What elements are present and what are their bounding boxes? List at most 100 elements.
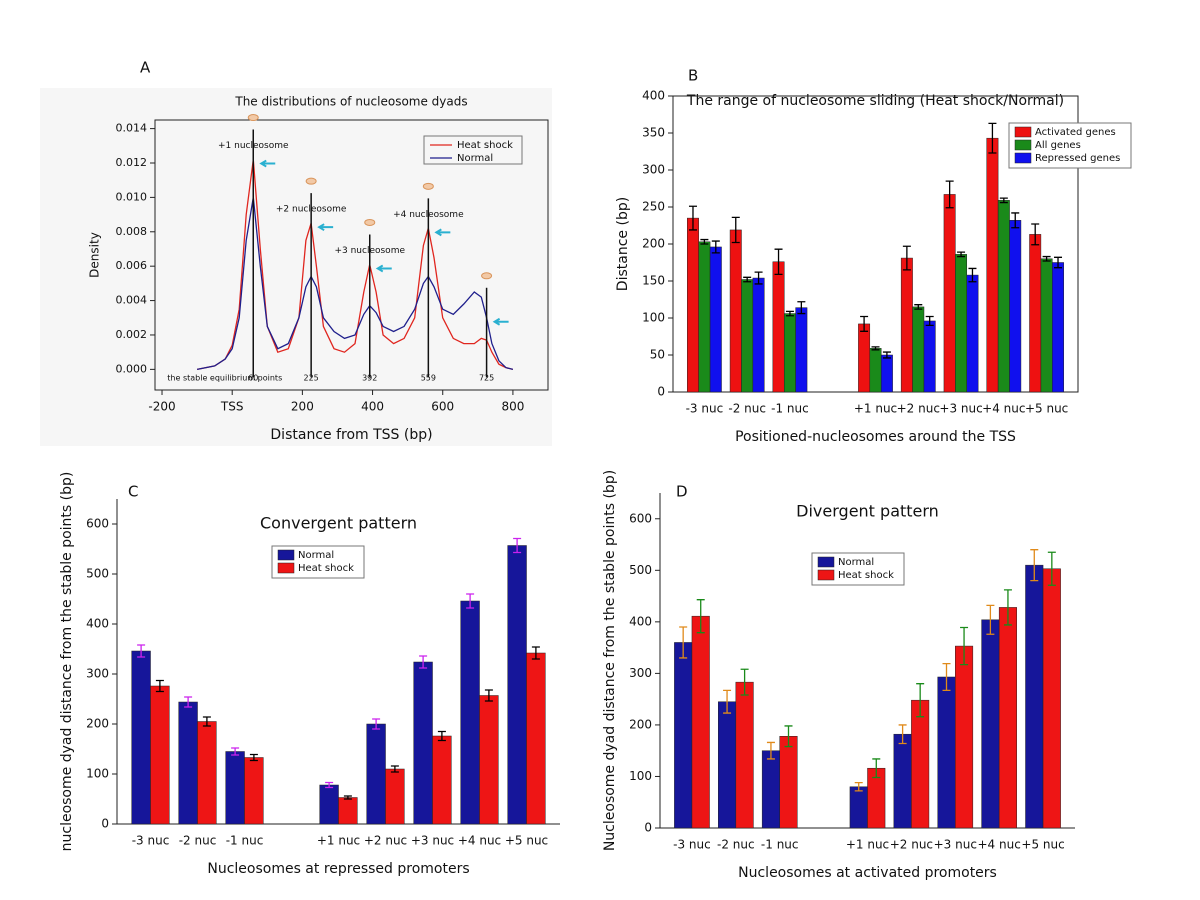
bar: [150, 685, 170, 825]
legend-label: Repressed genes: [1035, 153, 1120, 164]
y-axis-label: Nucleosome dyad distance from the stable…: [602, 470, 618, 851]
error-bar: [986, 604, 995, 635]
x-tick-label: 800: [501, 400, 524, 414]
y-tick-label: 100: [86, 767, 109, 781]
x-tick-label: 600: [431, 400, 454, 414]
error-bar: [968, 267, 977, 283]
bar: [197, 721, 217, 825]
density-line: [196, 197, 514, 371]
legend-swatch: [817, 569, 835, 581]
bar: [735, 681, 754, 829]
y-tick-label: 50: [650, 348, 665, 362]
x-tick-label: +1 nuc: [854, 402, 897, 416]
panel-letter: C: [128, 483, 138, 501]
error-bar: [957, 251, 966, 258]
y-tick-label: 400: [86, 617, 109, 631]
x-tick-label: +5 nuc: [1025, 402, 1068, 416]
bar: [981, 619, 1000, 829]
bar: [998, 607, 1017, 829]
error-bar: [871, 346, 880, 351]
bar: [1052, 262, 1064, 393]
error-bar: [1011, 212, 1020, 229]
y-axis-label: Distance (bp): [615, 197, 631, 291]
y-tick-label: 0.014: [116, 122, 148, 135]
nucleosome-icon: [481, 272, 493, 280]
error-bar: [914, 304, 923, 310]
x-tick-label: -1 nuc: [761, 838, 799, 852]
error-bar: [231, 747, 240, 756]
bar: [131, 650, 151, 825]
x-tick-label: 400: [361, 400, 384, 414]
chart-title: The distributions of nucleosome dyads: [234, 95, 467, 109]
bar: [709, 246, 722, 393]
error-bar: [184, 696, 193, 708]
error-bar: [723, 689, 732, 714]
error-bar: [1054, 256, 1063, 269]
error-bar: [925, 315, 934, 327]
error-bar: [1047, 551, 1056, 586]
x-tick-label: +1 nuc: [846, 838, 889, 852]
peak-annotation: +2 nucleosome: [276, 205, 347, 215]
bar: [783, 313, 796, 393]
nucleosome-icon: [422, 182, 434, 190]
x-tick-label: +1 nuc: [317, 834, 360, 848]
x-tick-label: -2 nuc: [717, 838, 755, 852]
error-bar: [785, 310, 794, 317]
error-bar: [942, 662, 951, 692]
y-tick-label: 0.010: [116, 190, 148, 203]
error-bar: [484, 689, 493, 702]
error-bar: [343, 795, 352, 800]
legend-swatch: [277, 549, 295, 561]
y-axis-label: nucleosome dyad distance from the stable…: [59, 472, 75, 852]
stable-point-label: 559: [421, 374, 436, 383]
nucleosome-icon: [247, 114, 259, 122]
y-tick-label: 400: [642, 89, 665, 103]
error-bar: [137, 644, 146, 658]
bar: [1009, 220, 1022, 393]
bar: [997, 200, 1010, 393]
bar: [937, 676, 956, 829]
error-bar: [1030, 549, 1039, 582]
bar: [432, 735, 452, 825]
x-tick-label: +4 nuc: [458, 834, 501, 848]
bar: [966, 274, 979, 393]
error-bar: [860, 315, 869, 332]
legend-label: Heat shock: [298, 563, 354, 574]
x-tick-label: TSS: [220, 400, 244, 414]
panel-a-background: [40, 88, 552, 446]
bar: [691, 615, 710, 829]
y-tick-label: 0.000: [116, 362, 148, 375]
y-tick-label: 0: [644, 821, 652, 835]
x-tick-label: +3 nuc: [411, 834, 454, 848]
y-tick-label: 350: [642, 126, 665, 140]
x-tick-label: 200: [291, 400, 314, 414]
bar: [849, 786, 868, 829]
x-tick-label: +4 nuc: [978, 838, 1021, 852]
error-bar: [960, 626, 969, 666]
y-tick-label: 600: [86, 517, 109, 531]
x-axis-label: Nucleosomes at repressed promoters: [207, 861, 469, 877]
error-bar: [688, 205, 697, 231]
error-bar: [249, 753, 258, 762]
bar: [687, 217, 699, 393]
y-tick-label: 0: [657, 385, 665, 399]
y-tick-label: 0.002: [116, 328, 148, 341]
x-tick-label: -3 nuc: [686, 402, 724, 416]
peak-annotation: +4 nucleosome: [393, 210, 464, 220]
bar: [718, 701, 737, 829]
x-tick-label: +5 nuc: [505, 834, 548, 848]
error-bar: [679, 626, 688, 659]
y-tick-label: 300: [86, 667, 109, 681]
bar: [225, 751, 245, 825]
bar: [779, 736, 798, 829]
y-tick-label: 100: [629, 769, 652, 783]
x-axis-label: Positioned-nucleosomes around the TSS: [735, 429, 1016, 445]
bar: [911, 699, 930, 829]
y-tick-label: 200: [642, 237, 665, 251]
legend-swatch: [1014, 152, 1032, 164]
chart-title: The range of nucleosome sliding (Heat sh…: [686, 93, 1064, 109]
x-tick-label: +3 nuc: [939, 402, 982, 416]
legend-swatch: [1014, 139, 1032, 151]
error-bar: [155, 679, 164, 693]
